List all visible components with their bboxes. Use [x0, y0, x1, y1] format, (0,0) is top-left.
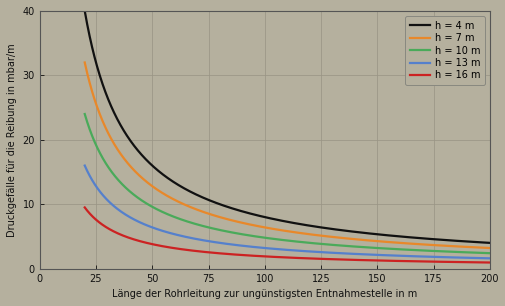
- h = 4 m: [81, 9, 87, 13]
- h = 7 m: [397, 241, 403, 245]
- h = 13 m: [486, 256, 492, 260]
- h = 16 m: [397, 259, 403, 263]
- h = 16 m: [260, 255, 266, 258]
- h = 7 m: [123, 159, 129, 163]
- Y-axis label: Druckgefälle für die Reibung in mbar/m: Druckgefälle für die Reibung in mbar/m: [7, 43, 17, 237]
- h = 13 m: [123, 213, 129, 217]
- h = 13 m: [397, 254, 403, 258]
- h = 10 m: [486, 251, 492, 255]
- h = 10 m: [123, 186, 129, 190]
- h = 10 m: [260, 236, 266, 239]
- h = 4 m: [404, 235, 410, 239]
- Line: h = 16 m: h = 16 m: [84, 207, 489, 263]
- h = 13 m: [81, 164, 87, 167]
- h = 10 m: [245, 233, 251, 237]
- Line: h = 13 m: h = 13 m: [84, 166, 489, 258]
- h = 13 m: [404, 254, 410, 258]
- h = 16 m: [486, 261, 492, 264]
- h = 10 m: [404, 248, 410, 252]
- h = 13 m: [245, 244, 251, 248]
- h = 7 m: [486, 246, 492, 250]
- h = 4 m: [397, 235, 403, 238]
- h = 7 m: [359, 238, 365, 242]
- h = 16 m: [245, 254, 251, 257]
- h = 7 m: [245, 222, 251, 226]
- Line: h = 7 m: h = 7 m: [84, 62, 489, 248]
- h = 13 m: [359, 252, 365, 256]
- h = 16 m: [81, 206, 87, 209]
- h = 10 m: [397, 248, 403, 251]
- Legend: h = 4 m, h = 7 m, h = 10 m, h = 13 m, h = 16 m: h = 4 m, h = 7 m, h = 10 m, h = 13 m, h …: [405, 16, 484, 85]
- h = 7 m: [260, 225, 266, 229]
- h = 4 m: [359, 231, 365, 235]
- h = 10 m: [81, 112, 87, 116]
- h = 13 m: [260, 246, 266, 250]
- h = 4 m: [245, 211, 251, 215]
- Line: h = 4 m: h = 4 m: [84, 11, 489, 243]
- h = 16 m: [123, 235, 129, 239]
- h = 7 m: [81, 61, 87, 64]
- h = 7 m: [404, 242, 410, 245]
- Line: h = 10 m: h = 10 m: [84, 114, 489, 253]
- h = 16 m: [404, 259, 410, 263]
- X-axis label: Länge der Rohrleitung zur ungünstigsten Entnahmestelle in m: Länge der Rohrleitung zur ungünstigsten …: [112, 289, 417, 299]
- h = 4 m: [123, 132, 129, 136]
- h = 16 m: [359, 258, 365, 262]
- h = 4 m: [486, 241, 492, 245]
- h = 10 m: [359, 245, 365, 249]
- h = 4 m: [260, 215, 266, 218]
